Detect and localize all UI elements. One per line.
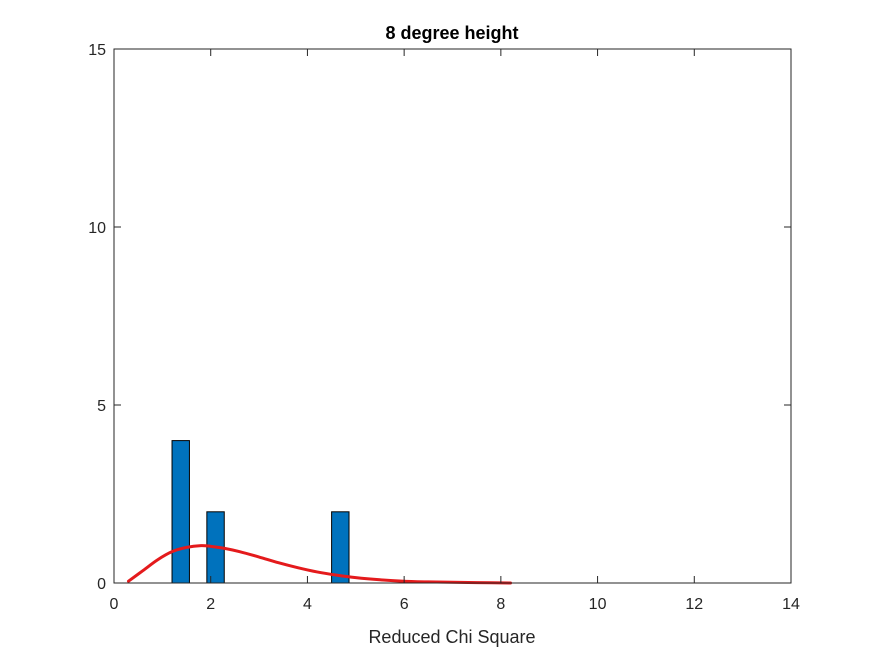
plot-frame: [113, 48, 792, 584]
x-axis-label: Reduced Chi Square: [368, 627, 535, 647]
x-axis-ticks: 0 2 4 6 8 10 12 14: [110, 49, 800, 613]
x-tick-label: 2: [206, 596, 215, 613]
y-tick-label: 0: [97, 576, 106, 593]
histogram-bar: [331, 511, 350, 584]
fit-curve-layer: [127, 544, 513, 585]
histogram-bar: [171, 440, 190, 584]
y-tick-label: 10: [88, 220, 106, 237]
plot-area: [114, 49, 791, 583]
x-tick-label: 6: [400, 596, 409, 613]
y-axis-ticks: 0 5 10 15: [88, 42, 791, 593]
x-tick-label: 12: [685, 596, 703, 613]
fit-curve-line: [127, 544, 513, 585]
x-tick-label: 4: [303, 596, 312, 613]
chart-title: 8 degree height: [385, 23, 518, 43]
x-tick-label: 14: [782, 596, 800, 613]
x-tick-label: 0: [110, 596, 119, 613]
y-tick-label: 5: [97, 398, 106, 415]
x-tick-label: 8: [496, 596, 505, 613]
x-tick-label: 10: [589, 596, 607, 613]
y-tick-label: 15: [88, 42, 106, 59]
